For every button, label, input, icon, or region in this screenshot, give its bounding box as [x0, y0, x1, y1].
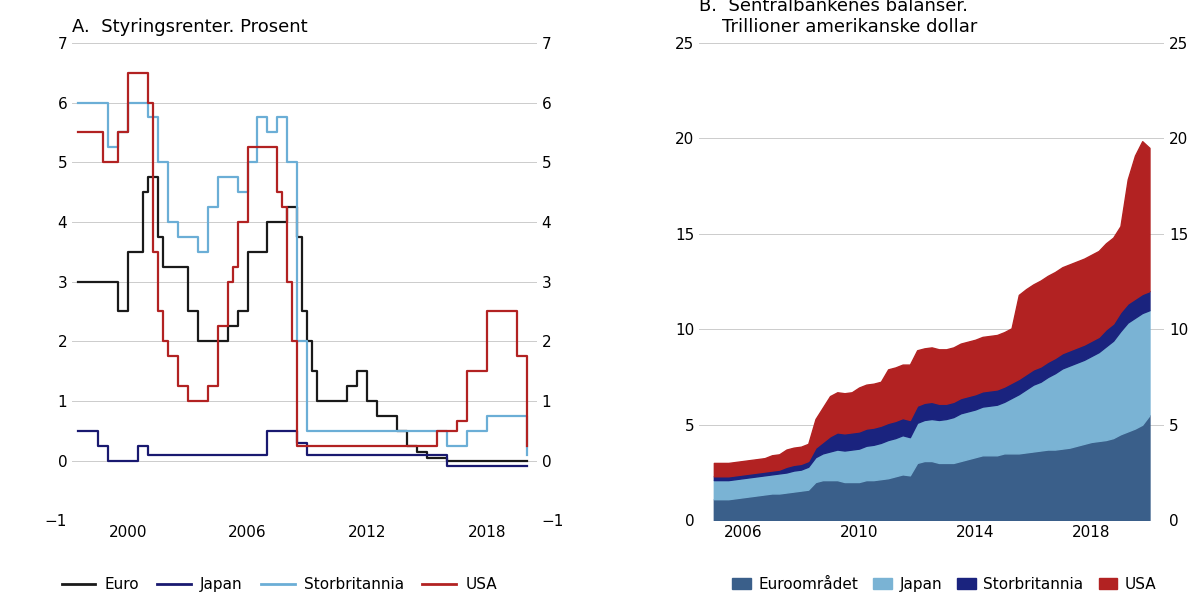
Legend: Euroområdet, Japan, Storbritannia, USA: Euroområdet, Japan, Storbritannia, USA — [726, 571, 1163, 599]
Text: B.  Sentralbankenes balanser.
    Trillioner amerikanske dollar: B. Sentralbankenes balanser. Trillioner … — [700, 0, 978, 35]
Text: A.  Styringsrenter. Prosent: A. Styringsrenter. Prosent — [72, 18, 307, 35]
Legend: Euro, Japan, Storbritannia, USA: Euro, Japan, Storbritannia, USA — [55, 571, 503, 599]
